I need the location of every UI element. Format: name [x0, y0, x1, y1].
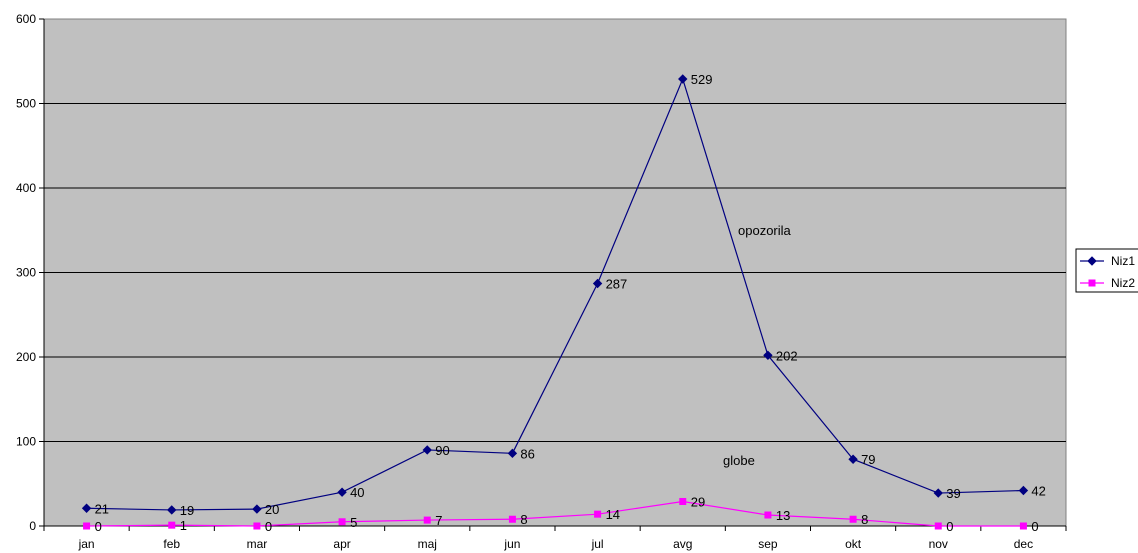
y-tick-label: 400 [16, 181, 36, 195]
data-label: 86 [520, 446, 534, 461]
data-label: 287 [606, 276, 628, 291]
data-point [337, 487, 347, 497]
data-point [168, 521, 176, 529]
data-point [678, 74, 688, 84]
legend-marker [1087, 256, 1097, 266]
data-label: 0 [95, 519, 102, 534]
x-tick-label: jan [78, 537, 95, 551]
y-tick-label: 0 [29, 519, 36, 533]
x-tick-label: dec [1014, 537, 1033, 551]
data-label: 90 [435, 443, 449, 458]
data-point [83, 522, 91, 530]
y-tick-label: 500 [16, 97, 36, 111]
data-label: 19 [180, 503, 194, 518]
data-label: 0 [946, 519, 953, 534]
data-label: 79 [861, 452, 875, 467]
series-group: 21 19 20 40 90 86 287 529 202 79 39 42 0 1 0 5 7 8 14 29 13 8… [81, 72, 1046, 534]
x-tick-label: mar [247, 537, 268, 551]
data-point [594, 510, 602, 518]
data-point [848, 454, 858, 464]
data-label: 14 [606, 507, 620, 522]
y-tick-label: 300 [16, 266, 36, 280]
series-line [86, 77, 1024, 511]
x-tick-label: avg [673, 537, 692, 551]
x-tick-label: feb [163, 537, 180, 551]
x-tick-label: nov [929, 537, 948, 551]
data-point [507, 448, 518, 459]
data-point [422, 445, 432, 455]
y-axis: 0 100 200 300 400 500 600 [16, 12, 45, 533]
legend-box [1075, 248, 1138, 293]
data-point [764, 511, 772, 519]
x-axis: jan feb mar apr maj jun jul avg sep okt nov dec [43, 525, 1067, 551]
data-label: 7 [435, 513, 442, 528]
legend-label: Niz2 [1111, 276, 1135, 290]
data-label: 20 [265, 502, 279, 517]
x-tick-label: okt [845, 537, 862, 551]
annotation-opozorila: opozorila [738, 223, 792, 238]
x-tick-label: maj [418, 537, 437, 551]
data-point [253, 522, 261, 530]
data-point [592, 278, 603, 289]
data-point [1018, 485, 1029, 496]
data-point [934, 522, 942, 530]
legend-marker [1088, 279, 1096, 287]
data-point [508, 515, 516, 523]
data-label: 529 [691, 72, 713, 87]
data-label: 1 [180, 518, 187, 533]
data-label: 0 [265, 519, 272, 534]
data-point [933, 488, 943, 498]
data-label: 0 [1031, 519, 1038, 534]
data-point [679, 497, 687, 505]
data-point [338, 518, 346, 526]
series-niz2: 0 1 0 5 7 8 14 29 13 8 0 0 [83, 494, 1039, 534]
data-point [81, 503, 92, 513]
data-point [849, 515, 857, 523]
data-label: 5 [350, 515, 357, 530]
data-point [252, 504, 262, 514]
x-tick-label: jul [591, 537, 604, 551]
data-label: 42 [1031, 484, 1045, 499]
data-point [423, 516, 431, 524]
data-label: 13 [776, 508, 790, 523]
legend-label: Niz1 [1111, 254, 1135, 268]
data-label: 39 [946, 486, 960, 501]
data-label: 8 [520, 512, 527, 527]
series-niz1: 21 19 20 40 90 86 287 529 202 79 39 42 [81, 72, 1046, 518]
data-point [763, 350, 773, 361]
data-label: 40 [350, 485, 364, 500]
y-tick-label: 600 [16, 12, 36, 26]
y-tick-label: 100 [16, 435, 36, 449]
annotations: opozorila globe [723, 223, 792, 468]
data-label: 29 [691, 494, 705, 509]
gridlines [44, 103, 1066, 442]
series-line [86, 500, 1024, 527]
data-label: 21 [95, 501, 109, 516]
data-point [1019, 522, 1027, 530]
annotation-globe: globe [723, 453, 755, 468]
data-label: 202 [776, 348, 798, 363]
legend: Niz1 Niz2 [1075, 248, 1138, 293]
x-tick-label: sep [758, 537, 778, 551]
y-tick-label: 200 [16, 350, 36, 364]
x-tick-label: apr [333, 537, 350, 551]
data-point [167, 505, 177, 515]
data-label: 8 [861, 512, 868, 527]
x-tick-label: jun [503, 537, 520, 551]
